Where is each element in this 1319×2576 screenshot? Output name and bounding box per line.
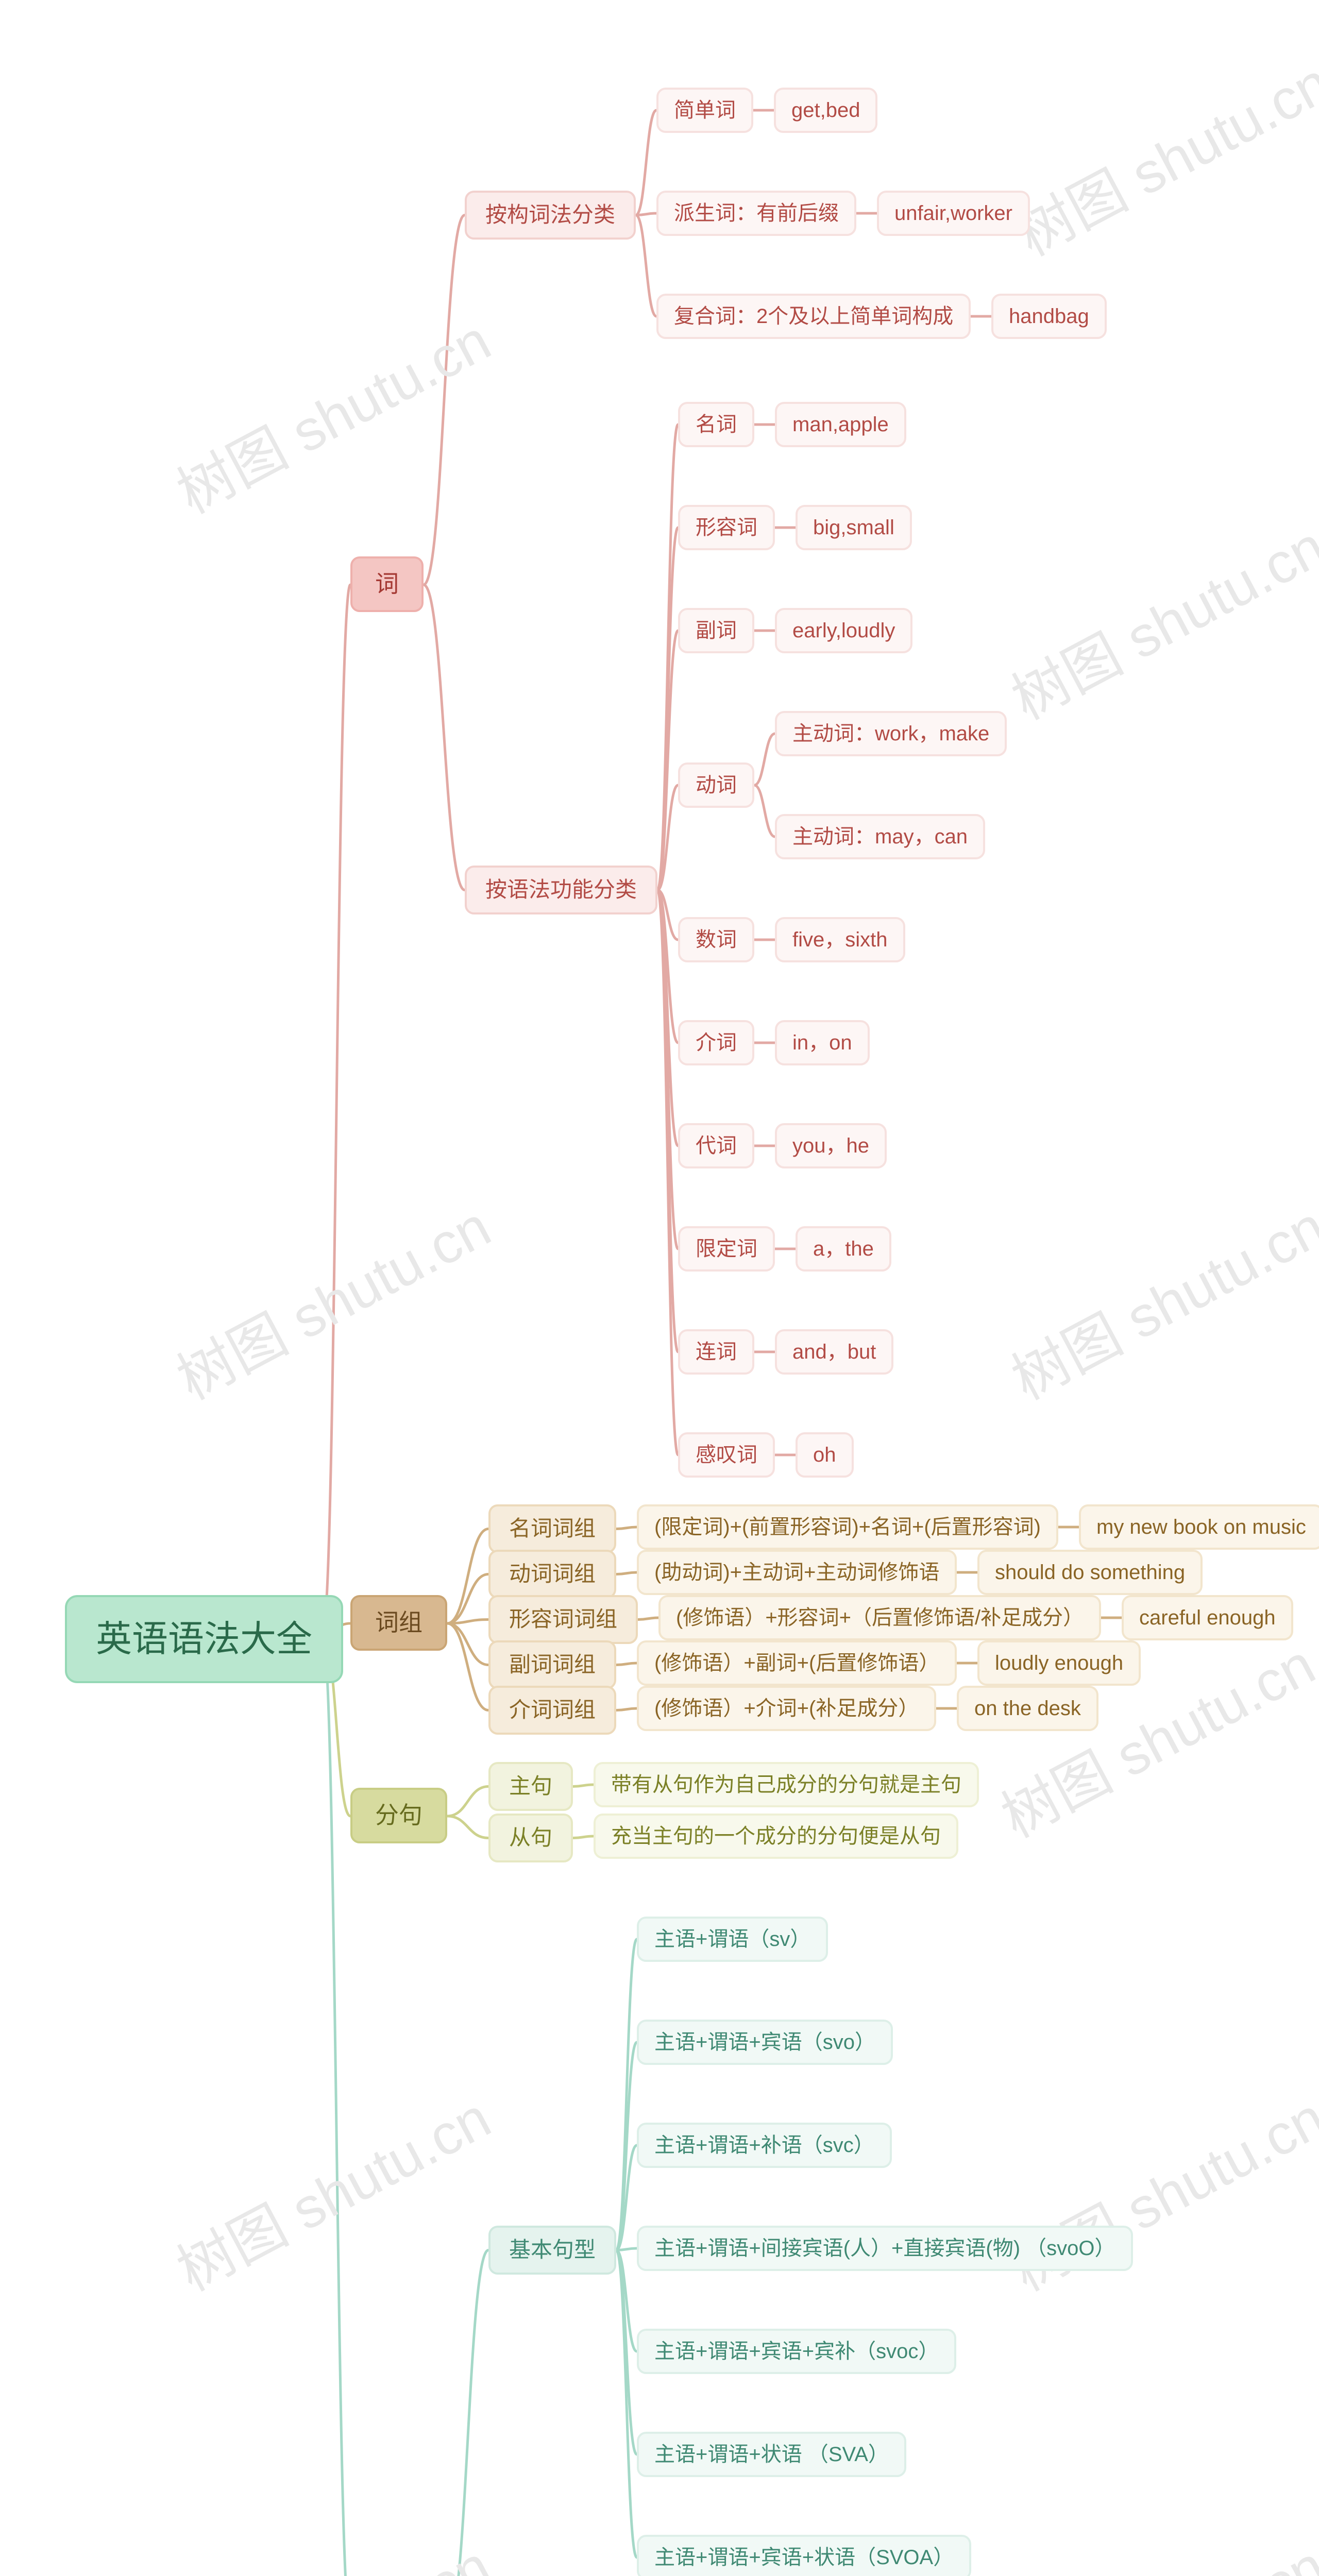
l4-主动词：work，make: 主动词：work，make — [775, 711, 1007, 756]
watermark: 树图 shutu.cn — [160, 2073, 502, 2307]
l2-o1: 主句 — [488, 1762, 573, 1811]
l4-oh: oh — [796, 1432, 854, 1478]
l2-b4: 副词词组 — [488, 1640, 616, 1689]
l3-副词: 副词 — [678, 608, 754, 653]
l4-man,apple: man,apple — [775, 402, 906, 447]
l3-形容词: 形容词 — [678, 505, 775, 550]
l4-should do something: should do something — [977, 1550, 1203, 1595]
l4-in，on: in，on — [775, 1020, 870, 1065]
root-node: 英语语法大全 — [65, 1595, 343, 1683]
l3-主语+谓语+间接宾语(人）+直接宾语(物) （svoO）: 主语+谓语+间接宾语(人）+直接宾语(物) （svoO） — [637, 2226, 1133, 2271]
watermark: 树图 shutu.cn — [160, 1181, 502, 1415]
l3-充当主句的一个成分的分句便是从句: 充当主句的一个成分的分句便是从句 — [594, 1814, 958, 1859]
l3-数词: 数词 — [678, 917, 754, 962]
l3-限定词: 限定词 — [678, 1226, 775, 1272]
l2-r1b: 按语法功能分类 — [465, 866, 657, 914]
watermark: 树图 shutu.cn — [1000, 38, 1319, 272]
l4-get,bed: get,bed — [774, 88, 877, 133]
l2-t1: 基本句型 — [488, 2226, 616, 2275]
l3-(修饰语）+形容词+（后置修饰语/补足成分）: (修饰语）+形容词+（后置修饰语/补足成分） — [658, 1595, 1101, 1640]
l3-(修饰语）+副词+(后置修饰语）: (修饰语）+副词+(后置修饰语） — [637, 1640, 957, 1686]
l4-early,loudly: early,loudly — [775, 608, 912, 653]
l3-(助动词)+主动词+主动词修饰语: (助动词)+主动词+主动词修饰语 — [637, 1550, 957, 1595]
l3-主语+谓语（sv）: 主语+谓语（sv） — [637, 1917, 828, 1962]
l2-o2: 从句 — [488, 1814, 573, 1862]
watermark: 树图 shutu.cn — [995, 501, 1319, 735]
l4-careful enough: careful enough — [1122, 1595, 1293, 1640]
l3-带有从句作为自己成分的分句就是主句: 带有从句作为自己成分的分句就是主句 — [594, 1762, 979, 1807]
l3-名词: 名词 — [678, 402, 754, 447]
l3-主语+谓语+补语（svc）: 主语+谓语+补语（svc） — [637, 2123, 892, 2168]
l3-简单词: 简单词 — [656, 88, 753, 133]
l2-b2: 动词词组 — [488, 1550, 616, 1599]
l2-b1: 名词词组 — [488, 1504, 616, 1553]
l4-unfair,worker: unfair,worker — [877, 191, 1030, 236]
l2-r1a: 按构词法分类 — [465, 191, 636, 240]
l2-b3: 形容词词组 — [488, 1595, 638, 1644]
l1-cizu: 词组 — [350, 1595, 447, 1651]
l1-ci: 词 — [350, 556, 424, 612]
l3-主语+谓语+宾语+宾补（svoc）: 主语+谓语+宾语+宾补（svoc） — [637, 2329, 956, 2374]
l4-on the desk: on the desk — [957, 1686, 1098, 1731]
l4-主动词：may，can: 主动词：may，can — [775, 814, 985, 859]
l4-you，he: you，he — [775, 1123, 887, 1168]
l3-派生词：有前后缀: 派生词：有前后缀 — [656, 191, 856, 236]
l4-loudly enough: loudly enough — [977, 1640, 1141, 1686]
l4-a，the: a，the — [796, 1226, 891, 1272]
l3-代词: 代词 — [678, 1123, 754, 1168]
l1-fenju: 分句 — [350, 1788, 447, 1843]
l3-主语+谓语+宾语（svo）: 主语+谓语+宾语（svo） — [637, 2020, 893, 2065]
l4-and，but: and，but — [775, 1329, 893, 1375]
l3-感叹词: 感叹词 — [678, 1432, 775, 1478]
l3-动词: 动词 — [678, 762, 754, 808]
l3-复合词：2个及以上简单词构成: 复合词：2个及以上简单词构成 — [656, 294, 971, 339]
l4-handbag: handbag — [991, 294, 1107, 339]
l4-my new book on music: my new book on music — [1079, 1504, 1319, 1550]
watermark: 树图 shutu.cn — [160, 2521, 502, 2576]
l3-介词: 介词 — [678, 1020, 754, 1065]
watermark: 树图 shutu.cn — [995, 2521, 1319, 2576]
l3-连词: 连词 — [678, 1329, 754, 1375]
l4-big,small: big,small — [796, 505, 912, 550]
watermark: 树图 shutu.cn — [995, 1181, 1319, 1415]
l3-(修饰语）+介词+(补足成分）: (修饰语）+介词+(补足成分） — [637, 1686, 936, 1731]
watermark: 树图 shutu.cn — [160, 295, 502, 529]
l3-主语+谓语+宾语+状语（SVOA）: 主语+谓语+宾语+状语（SVOA） — [637, 2535, 971, 2576]
l4-five，sixth: five，sixth — [775, 917, 905, 962]
watermark: 树图 shutu.cn — [995, 2073, 1319, 2307]
l3-(限定词)+(前置形容词)+名词+(后置形容词): (限定词)+(前置形容词)+名词+(后置形容词) — [637, 1504, 1058, 1550]
l2-b5: 介词词组 — [488, 1686, 616, 1735]
l3-主语+谓语+状语 （SVA）: 主语+谓语+状语 （SVA） — [637, 2432, 906, 2477]
